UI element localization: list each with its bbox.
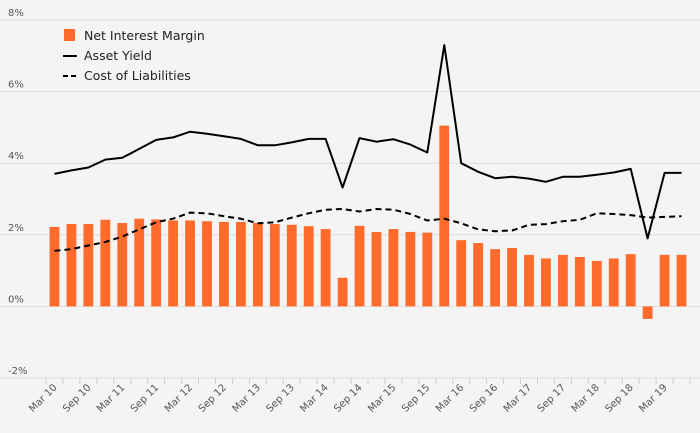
x-tick-label: Sep 11: [129, 382, 161, 414]
bar-net-interest-margin: [235, 221, 246, 307]
x-tick-label: Mar 18: [570, 382, 602, 414]
bar-net-interest-margin: [202, 221, 212, 307]
bar-net-interest-margin: [66, 224, 77, 307]
bar-net-interest-margin: [134, 218, 145, 307]
bar-net-interest-margin: [371, 231, 382, 307]
x-tick-label: Sep 17: [536, 382, 568, 414]
x-tick-label: Sep 10: [61, 382, 93, 414]
x-tick-label: Sep 14: [332, 382, 364, 414]
net-interest-margin-bars: [49, 125, 687, 319]
bar-net-interest-margin: [659, 254, 670, 307]
y-tick-label: 8%: [8, 8, 24, 19]
legend-label-net-interest-margin: Net Interest Margin: [84, 28, 205, 43]
bar-net-interest-margin: [439, 125, 450, 307]
x-tick-label: Mar 13: [231, 382, 263, 414]
bar-net-interest-margin: [608, 258, 619, 307]
x-tick-label: Mar 10: [27, 382, 59, 414]
line-cost-of-liabilities: [54, 208, 682, 252]
y-tick-label: -2%: [8, 366, 27, 377]
y-tick-label: 6%: [8, 80, 24, 91]
y-tick-label: 2%: [8, 223, 24, 234]
x-tick-label: Sep 15: [400, 382, 432, 414]
x-tick-label: Mar 17: [502, 382, 534, 414]
bar-net-interest-margin: [473, 243, 484, 307]
line-series: [54, 44, 682, 252]
bar-net-interest-margin: [524, 254, 534, 307]
gridlines: [0, 19, 700, 379]
x-tick-label: Sep 13: [264, 382, 296, 414]
bar-net-interest-margin: [337, 277, 348, 307]
line-asset-yield: [54, 44, 682, 240]
bar-net-interest-margin: [642, 306, 653, 319]
bar-net-interest-margin: [541, 258, 551, 307]
x-tick-label: Mar 11: [95, 382, 127, 414]
bar-net-interest-margin: [676, 254, 687, 307]
bar-net-interest-margin: [456, 240, 467, 307]
bar-net-interest-margin: [557, 254, 568, 307]
legend-swatch-net-interest-margin: [64, 29, 75, 41]
y-tick-label: 4%: [8, 151, 24, 162]
x-axis: Mar 10 Sep 10 Mar 11 Sep 11 Mar 12 Sep 12 Mar …: [27, 378, 691, 415]
bar-net-interest-margin: [219, 221, 229, 307]
bar-net-interest-margin: [269, 224, 280, 307]
x-tick-label: Mar 15: [366, 382, 398, 414]
bar-net-interest-margin: [303, 226, 314, 307]
x-tick-label: Sep 18: [603, 382, 635, 414]
bar-net-interest-margin: [320, 229, 331, 307]
bar-net-interest-margin: [100, 219, 111, 307]
bar-net-interest-margin: [83, 224, 94, 307]
bar-net-interest-margin: [625, 254, 636, 307]
bar-net-interest-margin: [49, 226, 60, 307]
bar-net-interest-margin: [185, 220, 195, 307]
bar-net-interest-margin: [507, 248, 517, 307]
legend-label-asset-yield: Asset Yield: [84, 48, 152, 63]
bar-net-interest-margin: [168, 220, 179, 307]
bar-net-interest-margin: [286, 224, 297, 307]
y-tick-label: 0%: [8, 294, 24, 305]
bar-net-interest-margin: [388, 229, 399, 307]
bar-net-interest-margin: [151, 219, 162, 307]
bar-net-interest-margin: [591, 260, 602, 307]
bar-net-interest-margin: [117, 222, 128, 307]
bar-net-interest-margin: [422, 232, 433, 307]
x-tick-label: Mar 14: [298, 382, 330, 414]
x-tick-label: Sep 16: [468, 382, 500, 414]
bar-net-interest-margin: [574, 256, 585, 307]
x-tick-label: Mar 16: [434, 382, 466, 414]
legend: Net Interest Margin Asset Yield Cost of …: [63, 28, 205, 83]
bar-net-interest-margin: [405, 231, 416, 307]
y-axis: -2% 0% 2% 4% 6% 8%: [8, 8, 27, 377]
bar-net-interest-margin: [252, 222, 263, 307]
bar-net-interest-margin: [354, 225, 365, 307]
legend-label-cost-of-liabilities: Cost of Liabilities: [84, 68, 191, 83]
x-tick-label: Mar 19: [637, 382, 669, 414]
x-tick-label: Sep 12: [197, 382, 229, 414]
x-tick-label: Mar 12: [163, 382, 195, 414]
bar-net-interest-margin: [490, 249, 501, 307]
